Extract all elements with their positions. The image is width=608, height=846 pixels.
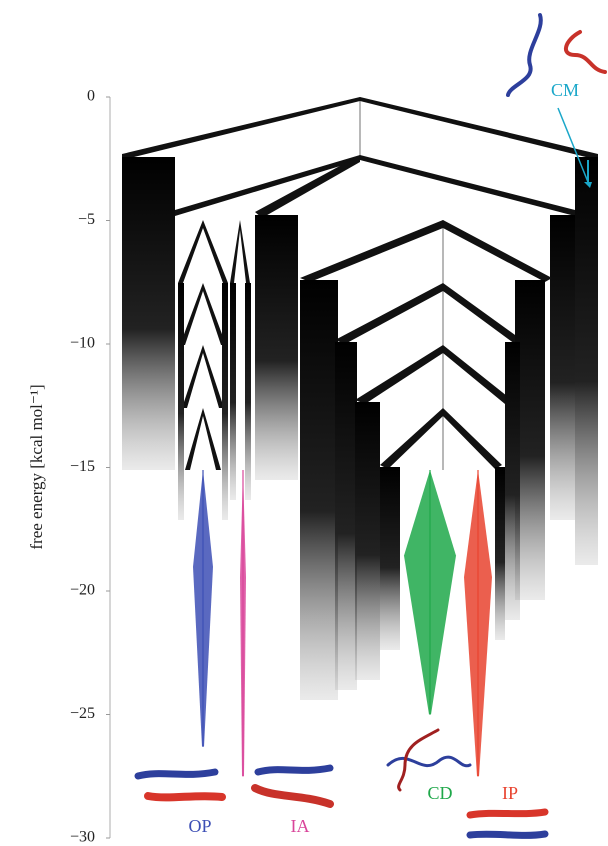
y-tick-label: −20 [70,582,95,599]
basin-label: IP [502,783,518,803]
y-tick-label: −25 [70,705,95,722]
y-tick-label: −30 [70,829,95,846]
y-tick-label: −5 [78,211,95,228]
structure-icons [134,13,607,839]
cm-arrowhead [584,182,592,188]
cm-arrow [557,107,589,183]
y-tick-label: −10 [70,335,95,352]
basin-label: CD [427,783,452,803]
basin-label: IA [291,816,310,836]
y-tick-label: 0 [87,88,95,105]
y-tick-label: −15 [70,458,95,475]
basin-label: CM [551,80,579,100]
y-axis-label: free energy [kcal mol⁻¹] [27,384,46,549]
tree [122,97,598,700]
basin-label: OP [188,816,211,836]
